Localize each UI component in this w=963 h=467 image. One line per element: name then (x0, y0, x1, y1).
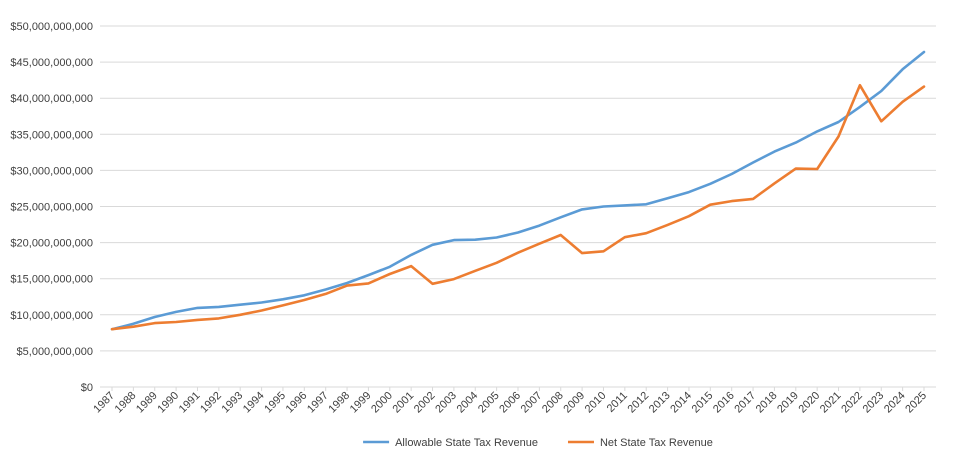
x-tick-label: 2010 (583, 390, 609, 416)
x-tick-label: 1988 (113, 390, 139, 416)
x-tick-label: 2001 (390, 390, 416, 416)
y-tick-label: $15,000,000,000 (10, 274, 93, 286)
x-axis: 1987198819891990199119921993199419951996… (91, 387, 929, 415)
x-tick-label: 1999 (348, 390, 374, 416)
legend: Allowable State Tax Revenue Net State Tax… (363, 437, 713, 449)
x-tick-label: 1990 (155, 390, 181, 416)
x-tick-label: 1996 (284, 390, 310, 416)
x-tick-label: 2004 (455, 390, 481, 416)
x-tick-label: 2018 (754, 390, 780, 416)
x-tick-label: 1994 (241, 390, 267, 416)
x-tick-label: 2011 (605, 390, 630, 415)
series-lines (110, 50, 926, 331)
x-tick-label: 2021 (818, 390, 844, 416)
series-line-net-state-tax-revenue (110, 83, 926, 331)
x-tick-label: 2015 (690, 390, 716, 416)
x-tick-label: 2013 (647, 390, 673, 416)
x-tick-label: 2003 (433, 390, 459, 416)
x-tick-label: 2000 (369, 390, 395, 416)
x-tick-label: 1995 (262, 390, 288, 416)
legend-item-allowable-label: Allowable State Tax Revenue (395, 437, 538, 449)
x-tick-label: 2014 (668, 390, 694, 416)
y-tick-label: $50,000,000,000 (10, 21, 93, 33)
x-tick-label: 1997 (305, 390, 331, 416)
x-tick-label: 2005 (476, 390, 502, 416)
x-tick-label: 2023 (861, 390, 887, 416)
x-tick-label: 1992 (198, 390, 224, 416)
x-tick-label: 2024 (882, 390, 908, 416)
x-tick-label: 2017 (732, 390, 758, 416)
x-tick-label: 2025 (903, 390, 929, 416)
x-tick-label: 2016 (711, 390, 737, 416)
y-tick-label: $0 (81, 382, 93, 394)
x-tick-label: 2009 (561, 390, 587, 416)
series-line-allowable-state-tax-revenue (110, 50, 926, 331)
y-tick-label: $35,000,000,000 (10, 129, 93, 141)
y-axis: $0 $5,000,000,000 $10,000,000,000 $15,000,0… (10, 21, 93, 394)
x-tick-label: 2020 (796, 390, 822, 416)
x-tick-label: 1987 (91, 390, 117, 416)
legend-item-net-label: Net State Tax Revenue (600, 437, 713, 449)
y-tick-label: $25,000,000,000 (10, 202, 93, 214)
x-tick-label: 2019 (775, 390, 801, 416)
y-tick-label: $5,000,000,000 (17, 346, 93, 358)
x-tick-label: 2012 (626, 390, 652, 416)
y-tick-label: $20,000,000,000 (10, 238, 93, 250)
x-tick-label: 1991 (177, 390, 203, 416)
x-tick-label: 2007 (519, 390, 545, 416)
x-tick-label: 2022 (839, 390, 865, 416)
y-tick-label: $40,000,000,000 (10, 93, 93, 105)
x-tick-label: 2008 (540, 390, 566, 416)
x-tick-label: 1989 (134, 390, 160, 416)
y-tick-label: $45,000,000,000 (10, 57, 93, 69)
y-tick-label: $30,000,000,000 (10, 165, 93, 177)
x-tick-label: 1998 (326, 390, 352, 416)
x-tick-label: 2002 (412, 390, 438, 416)
x-tick-label: 2006 (497, 390, 523, 416)
gridlines (100, 25, 936, 388)
y-tick-label: $10,000,000,000 (10, 310, 93, 322)
x-tick-label: 1993 (220, 390, 246, 416)
